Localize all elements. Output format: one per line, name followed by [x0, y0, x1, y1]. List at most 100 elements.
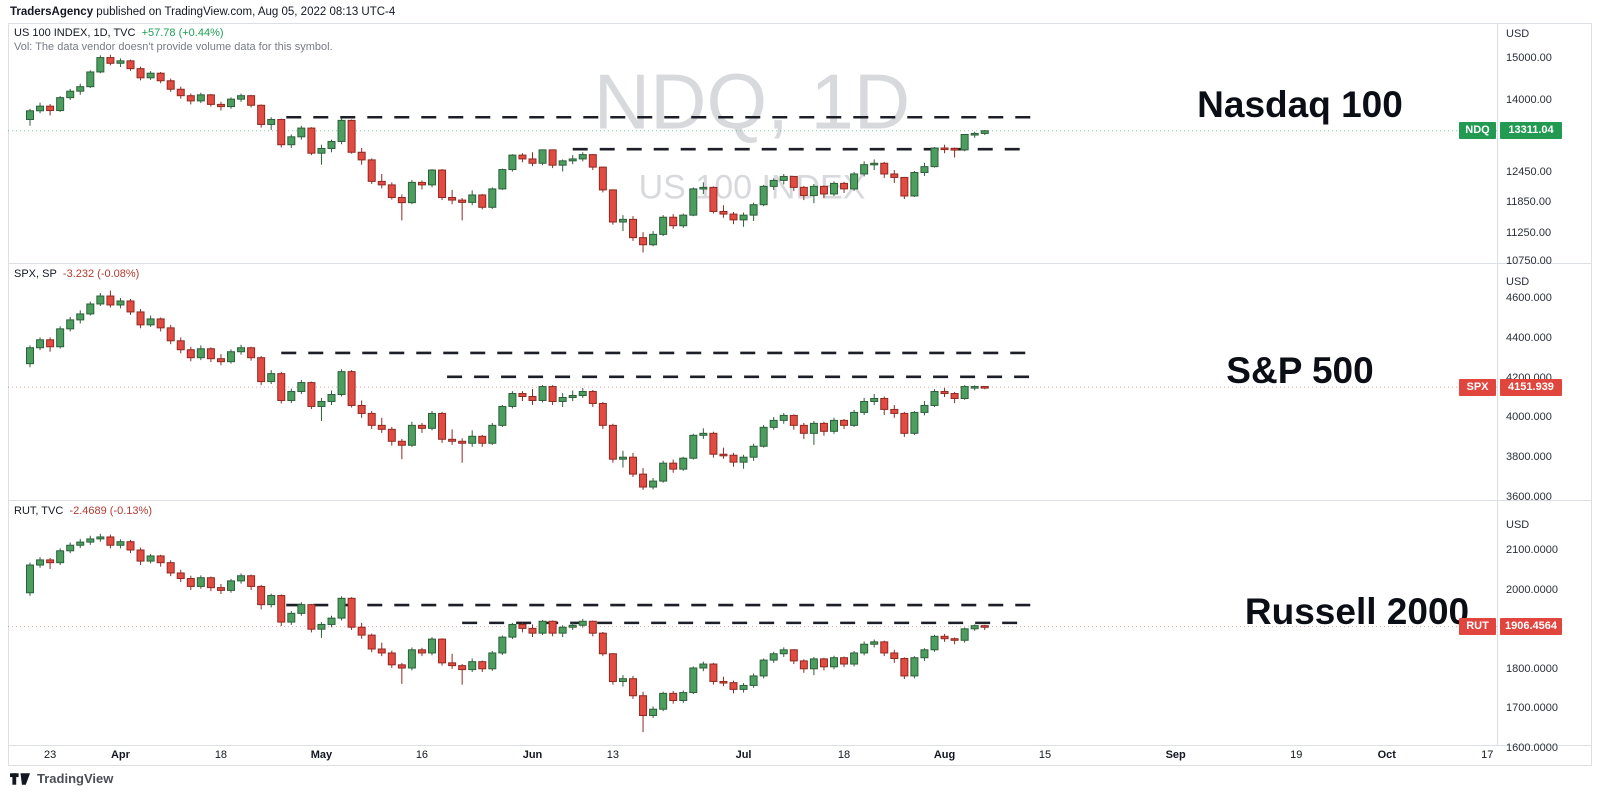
candle	[709, 431, 718, 458]
candle	[337, 596, 346, 621]
price-tick-label: 11850.00	[1506, 195, 1552, 208]
candle	[498, 405, 507, 427]
chart-panel-spx[interactable]	[8, 263, 1497, 500]
candle	[729, 680, 738, 694]
chart-panel-rut[interactable]	[8, 500, 1497, 745]
legend-rut-symbol[interactable]: RUT, TVC	[14, 505, 64, 517]
candle	[478, 193, 487, 210]
time-axis-label[interactable]: 13	[606, 749, 620, 761]
candle	[799, 185, 808, 201]
candle	[287, 388, 296, 404]
candle	[930, 634, 939, 652]
candle	[206, 93, 215, 107]
candle	[136, 66, 145, 81]
time-axis-label[interactable]: 19	[1290, 749, 1303, 761]
legend-ndq-symbol[interactable]: US 100 INDEX, 1D, TVC	[14, 27, 136, 39]
candle	[538, 149, 547, 166]
time-axis-label[interactable]: 15	[1038, 749, 1052, 761]
candle	[106, 534, 115, 549]
candle	[729, 211, 738, 225]
candle	[528, 152, 537, 167]
candle	[629, 216, 637, 241]
candle	[528, 389, 537, 406]
candle	[206, 347, 215, 363]
time-axis-label[interactable]: Aug	[933, 749, 956, 761]
candle	[206, 576, 215, 592]
tradingview-brand[interactable]: TradingView	[10, 771, 113, 786]
candle	[830, 417, 838, 434]
candle	[417, 180, 426, 190]
time-axis-label[interactable]: Apr	[110, 749, 130, 761]
publisher-line[interactable]: TradersAgency published on TradingView.c…	[10, 6, 395, 18]
time-axis-label[interactable]: 18	[214, 749, 228, 761]
candle	[588, 154, 597, 171]
price-tick-label: 11250.00	[1506, 227, 1552, 240]
candle	[960, 133, 969, 152]
time-axis-label[interactable]: May	[310, 749, 333, 761]
candle	[347, 597, 356, 630]
candle	[719, 447, 728, 459]
candle	[478, 660, 487, 672]
candle	[568, 390, 577, 402]
candle	[508, 622, 517, 640]
candle	[649, 706, 658, 718]
time-axis-label[interactable]: Jun	[522, 749, 543, 761]
price-tick-label: 2100.0000	[1506, 544, 1558, 556]
candle	[689, 666, 698, 695]
candle	[709, 186, 718, 214]
candle	[749, 673, 758, 688]
candle	[508, 154, 517, 172]
candle	[36, 337, 45, 351]
price-tick-label: 3600.000	[1506, 491, 1552, 503]
candle	[438, 638, 447, 666]
candle	[498, 168, 507, 190]
candle	[930, 389, 939, 408]
candle	[679, 690, 688, 703]
candle	[176, 569, 185, 583]
candle	[26, 108, 34, 126]
frame-left	[8, 23, 9, 765]
candle	[146, 71, 155, 80]
candle	[287, 610, 296, 625]
candle	[458, 664, 467, 685]
time-axis-label[interactable]: Oct	[1377, 749, 1396, 761]
chart-panel-ndq[interactable]	[8, 24, 1497, 263]
time-axis-label[interactable]: 16	[415, 749, 429, 761]
candle	[759, 424, 768, 448]
time-axis-label[interactable]: Sep	[1165, 749, 1186, 761]
candle	[970, 624, 979, 631]
candle	[76, 538, 85, 549]
candle	[216, 354, 225, 366]
time-axis-label[interactable]: 18	[837, 749, 851, 761]
candle	[397, 662, 406, 684]
time-axis-label[interactable]: 17	[1481, 749, 1494, 761]
candle	[347, 370, 356, 408]
candle	[126, 539, 135, 554]
candle	[56, 326, 65, 349]
price-tick-label: 2000.0000	[1506, 583, 1558, 596]
candle	[910, 171, 919, 198]
candle	[860, 161, 869, 177]
frame-top	[8, 23, 1592, 24]
candle	[397, 194, 406, 221]
candle	[709, 662, 718, 685]
candle	[126, 298, 135, 315]
candle	[46, 557, 55, 570]
candle	[880, 161, 889, 178]
candle	[146, 315, 155, 327]
candle	[598, 631, 607, 657]
candle	[146, 553, 155, 564]
candle	[196, 575, 205, 589]
candle	[186, 93, 195, 105]
legend-spx-symbol[interactable]: SPX, SP	[14, 268, 57, 280]
candle	[548, 620, 557, 637]
candle	[900, 657, 909, 680]
time-axis-label[interactable]: Jul	[735, 749, 752, 761]
publisher-name[interactable]: TradersAgency	[10, 6, 94, 18]
candle	[578, 387, 587, 398]
candle	[890, 649, 899, 663]
candle	[830, 181, 838, 196]
time-axis-label[interactable]: 23	[43, 749, 57, 761]
tradingview-brand-label: TradingView	[37, 771, 114, 786]
candle	[980, 385, 989, 390]
